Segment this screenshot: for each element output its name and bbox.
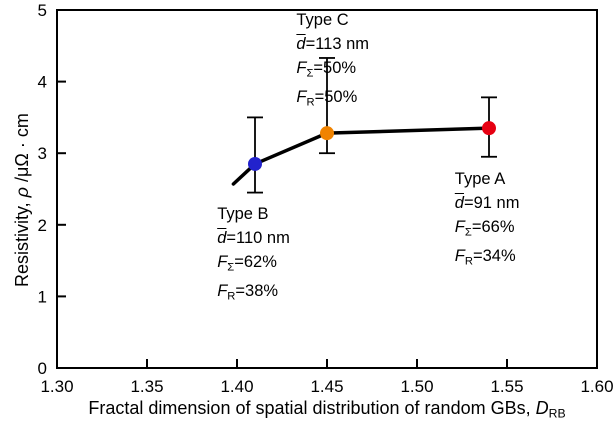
y-tick-label: 4 [38, 73, 47, 92]
x-tick-label: 1.50 [400, 377, 433, 396]
x-tick-label: 1.60 [580, 377, 613, 396]
y-tick-label: 0 [38, 359, 47, 378]
y-tick-label: 3 [38, 144, 47, 163]
y-tick-label: 1 [38, 287, 47, 306]
y-tick-label: 5 [38, 1, 47, 20]
data-point-type-b [248, 156, 262, 171]
x-tick-label: 1.45 [310, 377, 343, 396]
data-point-type-a [482, 121, 496, 136]
x-tick-label: 1.30 [40, 377, 73, 396]
data-point-type-c [320, 126, 334, 141]
y-tick-label: 2 [38, 216, 47, 235]
trend-line [231, 126, 491, 186]
x-tick-label: 1.40 [220, 377, 253, 396]
x-tick-label: 1.35 [130, 377, 163, 396]
x-tick-label: 1.55 [490, 377, 523, 396]
